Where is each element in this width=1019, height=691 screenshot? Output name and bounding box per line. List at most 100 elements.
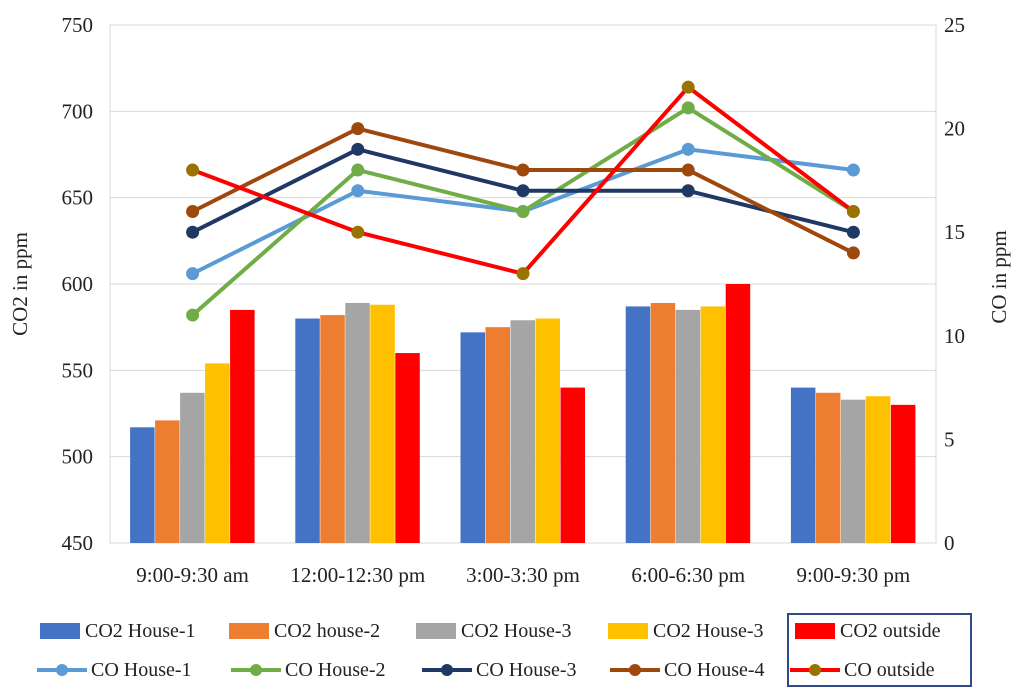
bar (295, 318, 320, 543)
legend-swatch (422, 662, 472, 678)
line-point (516, 204, 530, 218)
legend-item-line: CO outside (790, 655, 935, 685)
line-point (681, 80, 695, 94)
bar (625, 306, 651, 543)
line-point (186, 225, 200, 239)
line-point (516, 163, 530, 177)
bar (485, 327, 510, 543)
bar (180, 392, 205, 543)
right-tick-label: 15 (944, 220, 965, 244)
legend-swatch (231, 662, 281, 678)
x-axis-ticks: 9:00-9:30 am 12:00-12:30 pm 3:00-3:30 pm 6:… (136, 563, 910, 587)
left-tick-label: 750 (62, 13, 94, 37)
left-tick-label: 450 (62, 531, 94, 555)
line-point (681, 184, 695, 198)
line-point (186, 267, 200, 281)
legend-swatch (416, 623, 456, 639)
bar (790, 387, 816, 543)
legend-highlight-box (787, 613, 972, 687)
line-point (846, 246, 860, 260)
line-point (351, 163, 365, 177)
line-point (681, 142, 695, 156)
legend-item-bar: CO2 House-3 (416, 616, 572, 646)
line-point (351, 142, 365, 156)
line-point (681, 101, 695, 115)
legend-label: CO House-1 (91, 658, 192, 681)
legend-item-line: CO House-1 (37, 655, 192, 685)
bar (370, 304, 395, 543)
bar (460, 332, 485, 543)
legend-label: CO2 house-2 (274, 619, 381, 642)
right-tick-label: 20 (944, 117, 965, 141)
legend-item-line: CO House-3 (422, 655, 577, 685)
bar (535, 318, 560, 543)
legend-item-line: CO House-4 (610, 655, 765, 685)
legend-swatch (229, 623, 269, 639)
bar (890, 404, 916, 543)
bar (815, 392, 841, 543)
line-point (516, 267, 530, 281)
bar (840, 399, 866, 543)
line-point (846, 204, 860, 218)
legend-swatch (795, 623, 835, 639)
legend-swatch (610, 662, 660, 678)
legend-label: CO2 House-3 (653, 619, 764, 642)
bar (345, 302, 370, 543)
left-tick-label: 600 (62, 272, 94, 296)
x-tick-label: 9:00-9:30 am (136, 563, 249, 587)
left-tick-label: 700 (62, 99, 94, 123)
legend-swatch (608, 623, 648, 639)
legend-swatch (40, 623, 80, 639)
legend-item-bar: CO2 house-2 (229, 616, 380, 646)
legend-label: CO2 House-1 (85, 619, 196, 642)
line-point (351, 184, 365, 198)
right-tick-label: 10 (944, 324, 965, 348)
legend-label: CO2 House-3 (461, 619, 572, 642)
legend-label: CO outside (844, 658, 935, 681)
legend-item-line: CO House-2 (231, 655, 386, 685)
legend-label: CO House-2 (285, 658, 386, 681)
legend-item-bar: CO2 House-1 (40, 616, 196, 646)
line-point (186, 163, 200, 177)
bar-series-group (130, 284, 916, 543)
bar (510, 320, 535, 543)
right-axis-ticks: 0 5 10 15 20 25 (944, 13, 965, 555)
bar (675, 309, 701, 543)
legend-swatch (790, 662, 840, 678)
left-tick-label: 500 (62, 445, 94, 469)
x-tick-label: 9:00-9:30 pm (797, 563, 911, 587)
bar (320, 315, 345, 543)
legend-swatch (37, 662, 87, 678)
legend-item-bar: CO2 outside (795, 616, 941, 646)
legend-item-bar: CO2 House-3 (608, 616, 764, 646)
bar (650, 302, 676, 543)
x-tick-label: 12:00-12:30 pm (290, 563, 425, 587)
line-point (186, 308, 200, 322)
legend-label: CO2 outside (840, 619, 941, 642)
right-tick-label: 0 (944, 531, 955, 555)
x-tick-label: 3:00-3:30 pm (466, 563, 580, 587)
y-axis-label-right: CO in ppm (987, 230, 1011, 323)
line-point (186, 204, 200, 218)
bar (130, 427, 155, 543)
line-point (846, 225, 860, 239)
y-axis-label-left: CO2 in ppm (8, 232, 32, 336)
bar (155, 420, 180, 543)
bar (230, 309, 255, 543)
bar (725, 284, 751, 543)
bar (700, 306, 726, 543)
line-point (516, 184, 530, 198)
right-tick-label: 25 (944, 13, 965, 37)
right-tick-label: 5 (944, 427, 955, 451)
line-point (351, 122, 365, 136)
line-point (846, 163, 860, 177)
legend-label: CO House-4 (664, 658, 765, 681)
x-tick-label: 6:00-6:30 pm (631, 563, 745, 587)
line-series-group (186, 80, 860, 322)
bar (205, 363, 230, 543)
line-point (351, 225, 365, 239)
bar (560, 387, 585, 543)
bar (395, 353, 420, 543)
left-tick-label: 550 (62, 358, 94, 382)
